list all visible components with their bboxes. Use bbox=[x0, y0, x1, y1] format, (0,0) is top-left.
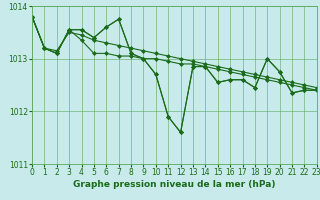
X-axis label: Graphe pression niveau de la mer (hPa): Graphe pression niveau de la mer (hPa) bbox=[73, 180, 276, 189]
